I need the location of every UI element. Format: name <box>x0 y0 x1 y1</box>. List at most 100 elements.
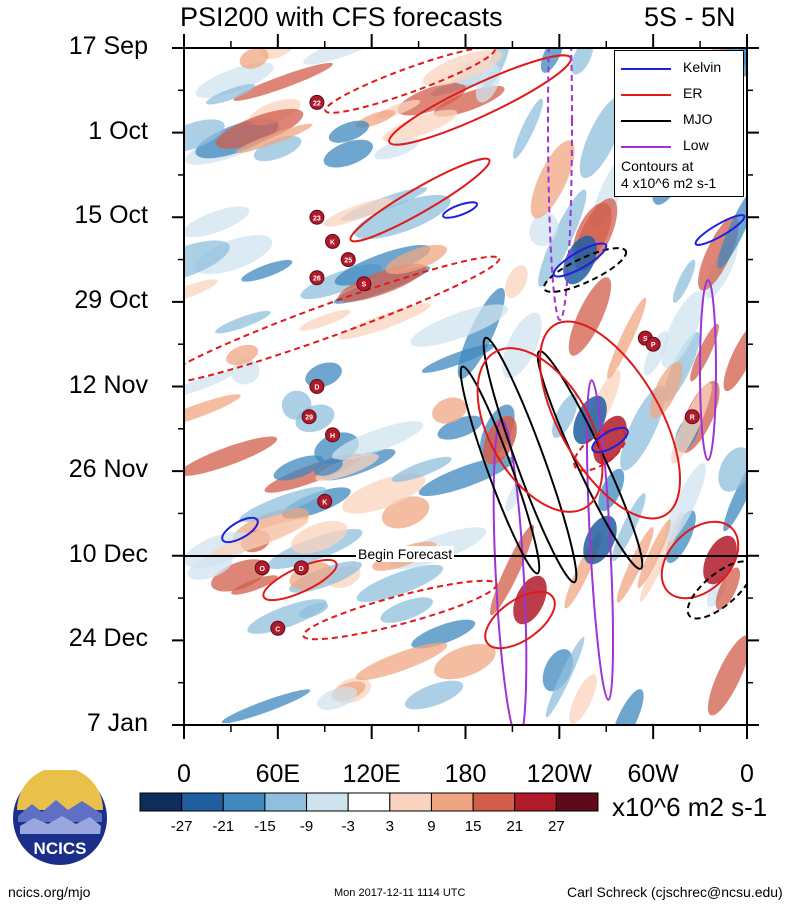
anomaly-patch <box>637 519 671 589</box>
anomaly-patch <box>538 189 587 287</box>
anomaly-patch <box>607 297 647 379</box>
footer-website[interactable]: ncics.org/mjo <box>8 884 91 900</box>
storm-marker: 23 <box>309 209 325 225</box>
anomaly-patch <box>432 397 467 424</box>
anomaly-patch <box>385 244 447 275</box>
colorbar-swatch <box>306 792 349 812</box>
footer-author: Carl Schreck (cjschrec@ncsu.edu) <box>567 884 783 900</box>
anomaly-patch <box>226 344 259 366</box>
chart-title: PSI200 with CFS forecasts <box>180 2 503 32</box>
wave-contours <box>184 48 747 725</box>
anomaly-patch <box>707 635 747 716</box>
x-tick-label: 60E <box>255 760 301 788</box>
anomaly-patch <box>611 689 644 725</box>
legend-label: Low <box>683 137 709 153</box>
anomaly-patch <box>241 259 293 282</box>
storm-label: K <box>330 239 335 246</box>
storm-label: S <box>643 336 648 343</box>
colorbar-swatch <box>430 792 474 812</box>
x-tick-label: 120E <box>342 760 401 788</box>
anomaly-patch <box>209 518 309 558</box>
storm-label: H <box>330 433 335 440</box>
anomaly-patch <box>195 62 274 99</box>
colorbar-level-label: -9 <box>299 818 314 835</box>
anomaly-patch <box>323 198 393 227</box>
contour-line <box>349 157 491 243</box>
contour-note-line-1: Contours at <box>621 158 694 174</box>
storm-label: S <box>362 282 367 289</box>
y-tick-label: 17 Sep <box>68 32 148 60</box>
legend-swatch <box>621 146 671 148</box>
anomaly-patch <box>411 619 476 649</box>
legend: Kelvin ER MJO Low Contours at 4 x10^6 m2… <box>614 50 744 197</box>
storm-label: D <box>299 566 304 573</box>
anomaly-patch <box>184 371 235 398</box>
colorbar-swatch <box>264 792 308 812</box>
y-tick-label: 15 Oct <box>74 201 148 230</box>
anomaly-patch <box>355 642 448 681</box>
storm-label: C <box>275 626 280 633</box>
legend-label: ER <box>683 85 703 101</box>
storm-marker: O <box>254 560 270 576</box>
anomaly-patch <box>231 358 260 385</box>
storm-label: 23 <box>313 215 321 222</box>
colorbar-level-label: 21 <box>506 818 524 835</box>
colorbar-level-label: -3 <box>341 818 355 835</box>
contour-line <box>542 247 628 293</box>
anomaly-patch <box>233 62 333 101</box>
x-tick-label: 0 <box>177 760 191 788</box>
y-tick-label: 1 Oct <box>88 116 148 145</box>
y-tick-label: 10 Dec <box>68 539 148 568</box>
anomaly-patch <box>184 394 241 430</box>
colorbar-level-label: -21 <box>212 818 235 835</box>
colorbar-swatch <box>181 792 224 812</box>
anomaly-patch <box>643 330 669 376</box>
contour-line <box>539 320 681 520</box>
legend-swatch <box>621 68 671 70</box>
storm-label: 29 <box>305 415 313 422</box>
anomaly-patch <box>239 48 269 69</box>
colorbar-level-label: 27 <box>548 818 565 835</box>
contour-note-line-2: 4 x10^6 m2 s-1 <box>621 175 717 191</box>
anomaly-patch <box>418 456 514 497</box>
ncics-logo: NCICS <box>13 770 107 865</box>
storm-marker: D <box>309 379 325 394</box>
anomaly-patch <box>410 304 508 347</box>
colorbar-swatch <box>222 792 266 812</box>
colorbar-level-label: -27 <box>170 818 193 835</box>
y-tick-label: 7 Jan <box>86 709 148 737</box>
logo-text: NCICS <box>34 839 87 858</box>
contour-line <box>573 428 627 472</box>
anomaly-patch <box>215 108 304 149</box>
storm-label: O <box>259 566 265 573</box>
anomaly-patch <box>718 447 747 492</box>
contour-note: Contours at 4 x10^6 m2 s-1 <box>621 158 716 192</box>
storm-marker: H <box>325 427 341 443</box>
storm-marker: 25 <box>340 252 356 268</box>
colorbar-swatch <box>347 792 391 812</box>
storm-marker: 22 <box>309 94 325 110</box>
anomaly-patch <box>397 82 467 116</box>
contour-line <box>184 255 501 385</box>
anomaly-patch <box>661 290 705 368</box>
anomaly-patch <box>356 564 444 602</box>
anomaly-patch <box>490 524 535 616</box>
contour-line <box>459 365 541 575</box>
anomaly-patch <box>723 456 747 532</box>
colorbar-swatch <box>472 792 516 812</box>
anomaly-patch <box>342 473 426 514</box>
legend-label: MJO <box>683 111 713 127</box>
anomaly-patch <box>184 279 218 304</box>
storm-marker: R <box>684 409 700 425</box>
x-tick-label: 0 <box>740 760 754 788</box>
colorbar-swatch <box>514 792 557 812</box>
region-label: 5S - 5N <box>644 2 736 32</box>
anomaly-patch <box>404 680 464 710</box>
colorbar-units: x10^6 m2 s-1 <box>612 792 768 822</box>
anomaly-core <box>513 575 547 625</box>
anomaly-patch <box>502 312 542 379</box>
anomaly-patch <box>354 194 451 240</box>
storm-label: 25 <box>344 258 352 265</box>
colorbar <box>139 792 599 812</box>
storm-marker: 29 <box>301 409 317 425</box>
